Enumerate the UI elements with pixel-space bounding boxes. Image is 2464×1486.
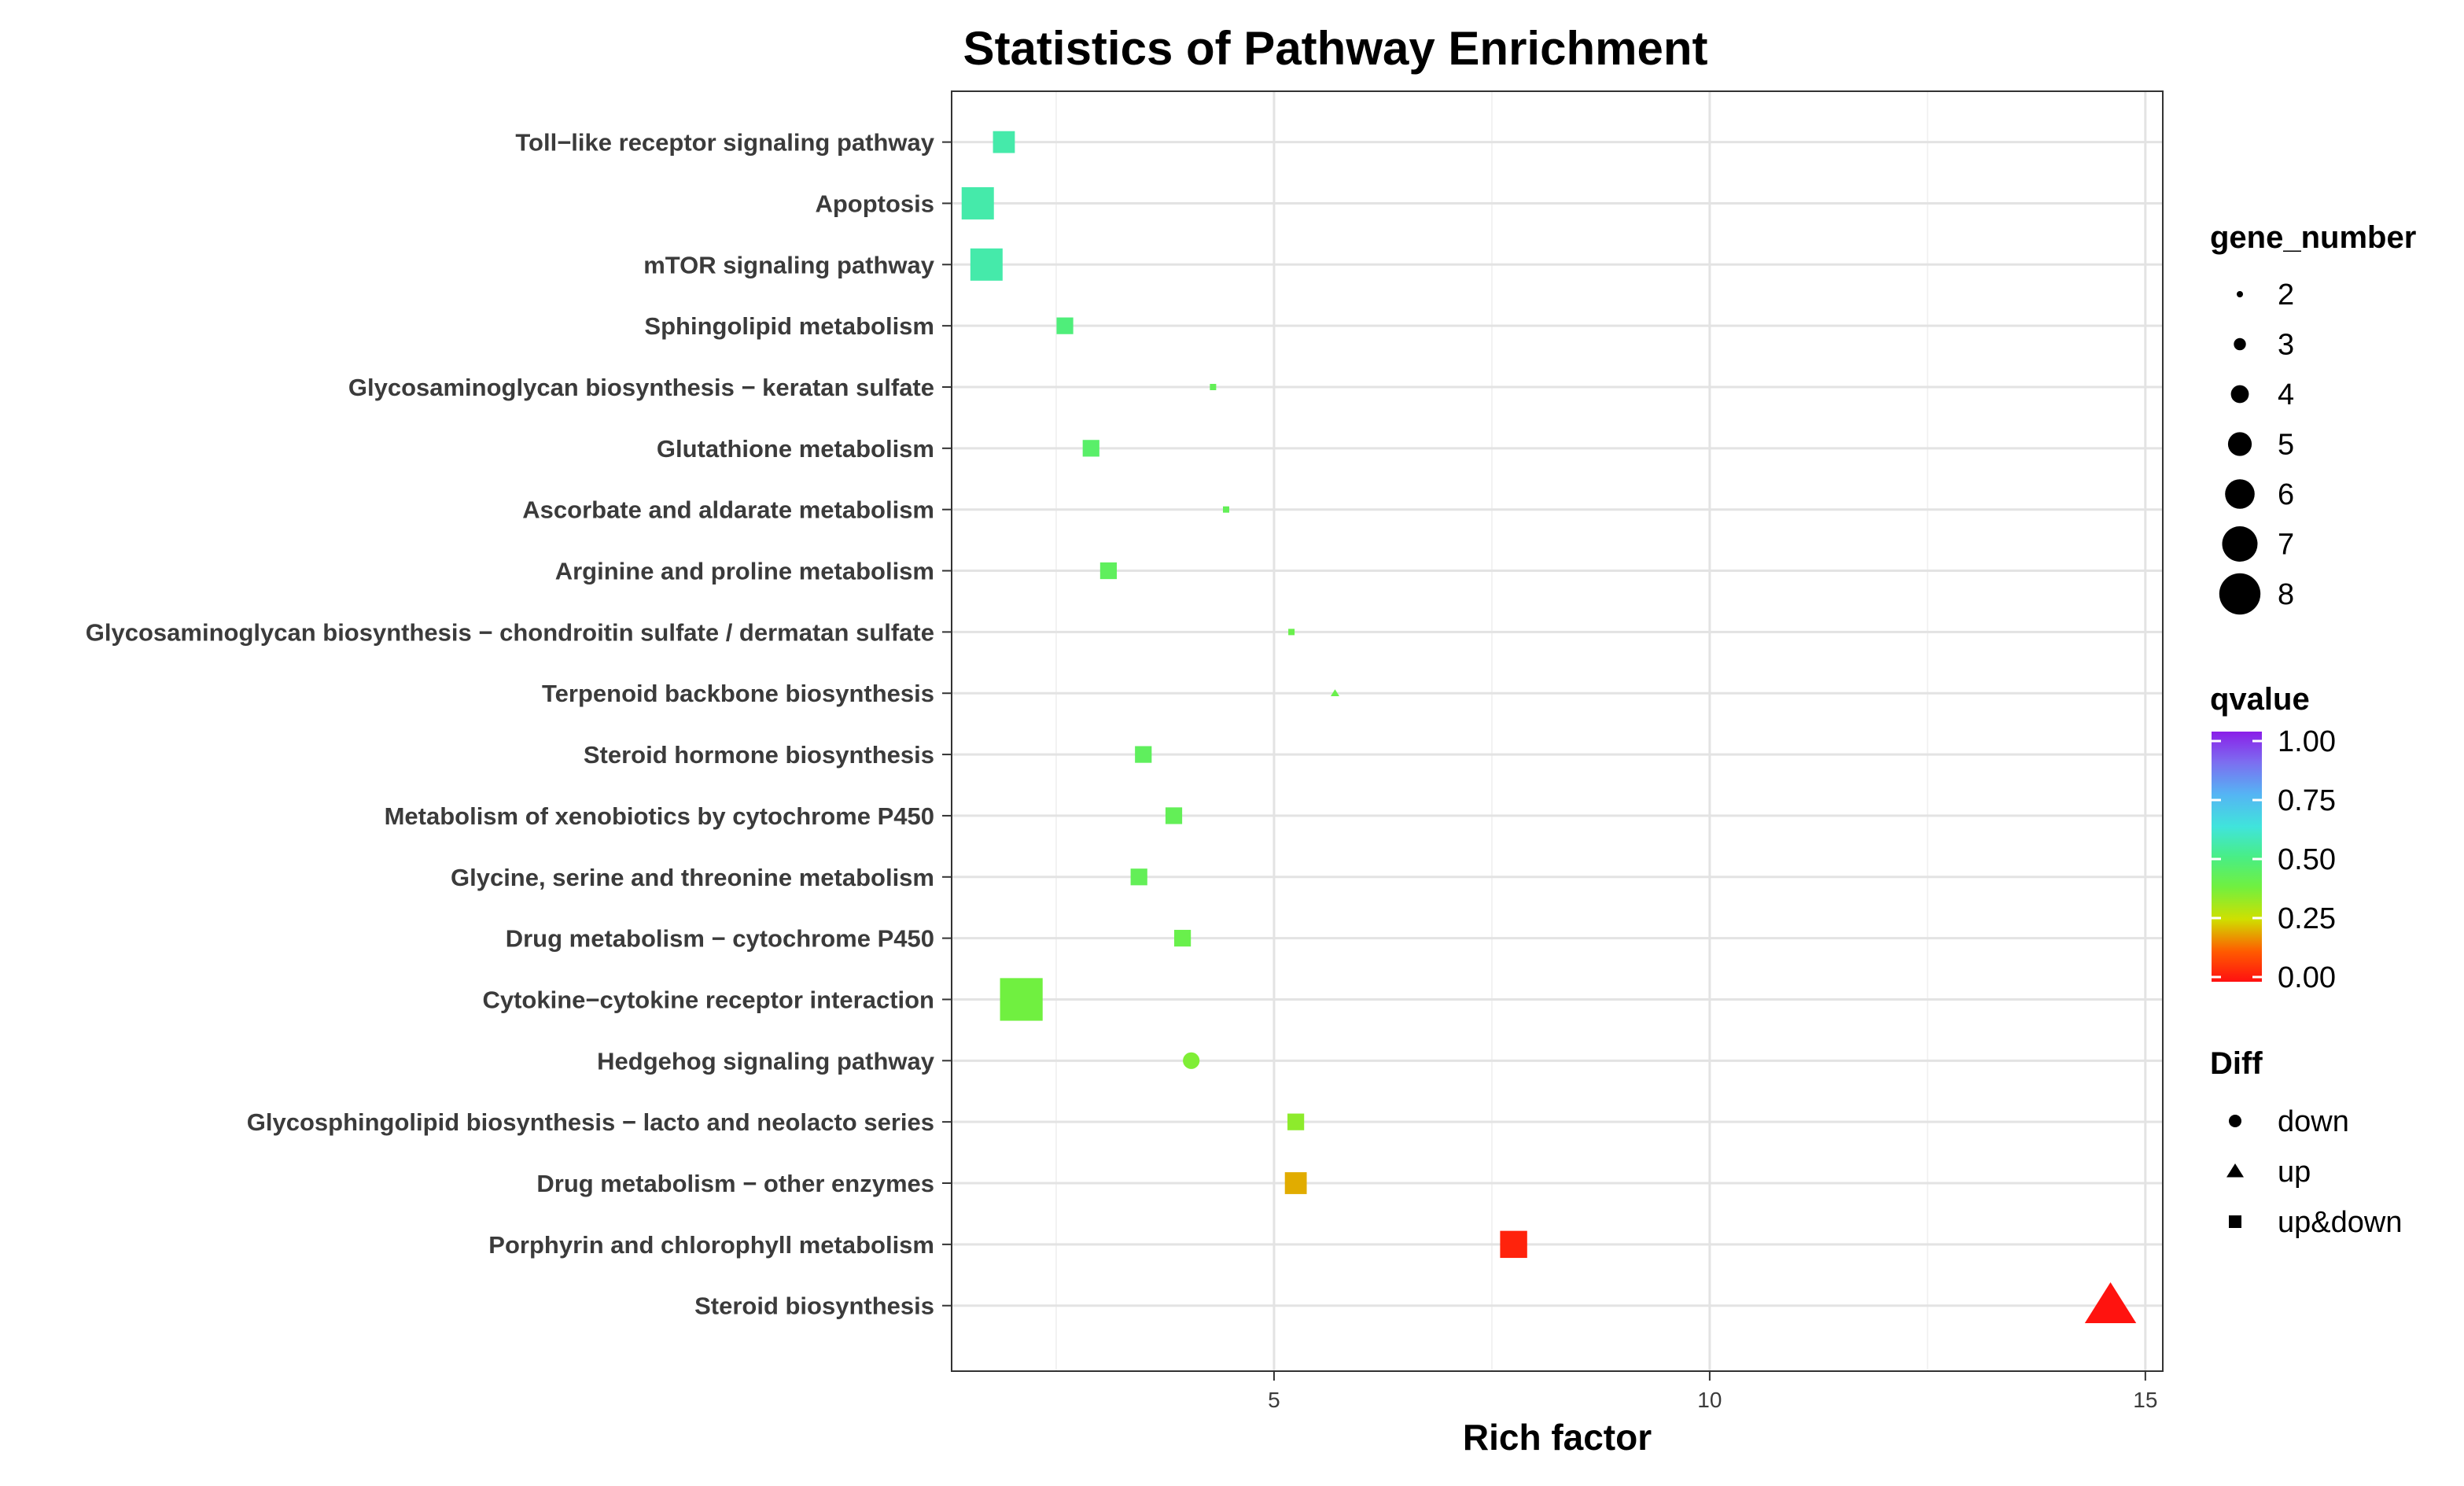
- colorbar-label: 0.75: [2278, 784, 2336, 817]
- y-tick-label: Glycosphingolipid biosynthesis − lacto a…: [247, 1108, 934, 1136]
- plot-panel: [951, 90, 2164, 1372]
- data-point: [1287, 1113, 1305, 1130]
- y-tick-label: Glycine, serine and threonine metabolism: [451, 864, 934, 891]
- shape-legend-symbol: [2229, 1215, 2241, 1228]
- qvalue-colorbar: [2212, 732, 2262, 982]
- shape-legend-label: down: [2278, 1105, 2349, 1138]
- size-legend-label: 6: [2278, 478, 2294, 511]
- data-point: [1330, 689, 1339, 696]
- size-legend-dot: [2225, 479, 2255, 509]
- x-axis-title: Rich factor: [1463, 1417, 1652, 1458]
- shape-legend-symbol: [2226, 1163, 2244, 1178]
- x-axis: 5 10 15: [1268, 1371, 2157, 1412]
- x-tick-label: 5: [1268, 1388, 1280, 1412]
- y-tick-label: Sphingolipid metabolism: [644, 312, 934, 340]
- y-tick-label: Glycosaminoglycan biosynthesis − keratan…: [348, 374, 934, 401]
- gridlines: [952, 91, 2163, 1371]
- legend: gene_number 2 3 4 5 6 7 8 qvalue 1.00 0.75 0.50 0…: [2210, 220, 2416, 1239]
- y-tick-label: Terpenoid backbone biosynthesis: [542, 680, 934, 707]
- size-legend-label: 8: [2278, 578, 2294, 611]
- legend-shape-title: Diff: [2210, 1046, 2263, 1081]
- colorbar-ticks: 1.00 0.75 0.50 0.25 0.00: [2212, 725, 2336, 994]
- data-point: [1099, 562, 1118, 580]
- size-legend-dot: [2230, 385, 2249, 404]
- y-tick-label: Apoptosis: [815, 190, 934, 217]
- data-point: [961, 186, 994, 219]
- y-tick-label: Steroid hormone biosynthesis: [584, 741, 934, 769]
- y-tick-label: Cytokine−cytokine receptor interaction: [482, 986, 934, 1013]
- size-legend-dot: [2237, 291, 2243, 297]
- data-point: [1500, 1230, 1527, 1259]
- size-legend-label: 4: [2278, 378, 2294, 411]
- size-legend-label: 7: [2278, 529, 2294, 562]
- legend-size-title: gene_number: [2210, 220, 2416, 255]
- data-point: [1173, 930, 1191, 947]
- y-tick-label: Glutathione metabolism: [657, 435, 934, 463]
- y-tick-label: Porphyrin and chlorophyll metabolism: [488, 1231, 934, 1259]
- y-tick-label: Steroid biosynthesis: [694, 1292, 934, 1320]
- size-legend-dot: [2222, 526, 2258, 562]
- y-axis-labels: Toll−like receptor signaling pathway Apop…: [86, 129, 952, 1320]
- x-tick-label: 10: [1697, 1388, 1722, 1412]
- size-legend-label: 3: [2278, 329, 2294, 362]
- y-tick-label: Glycosaminoglycan biosynthesis − chondro…: [86, 618, 934, 646]
- data-point: [1210, 384, 1217, 391]
- y-tick-label: Hedgehog signaling pathway: [597, 1047, 935, 1075]
- y-tick-label: Ascorbate and aldarate metabolism: [522, 496, 934, 524]
- data-point: [1284, 1172, 1307, 1194]
- y-tick-label: Toll−like receptor signaling pathway: [515, 129, 934, 157]
- shape-legend-entries: down up up&down: [2226, 1105, 2402, 1239]
- colorbar-label: 0.25: [2278, 902, 2336, 935]
- data-point: [1082, 440, 1099, 457]
- legend-color-title: qvalue: [2210, 682, 2310, 717]
- shape-legend-label: up: [2278, 1156, 2311, 1189]
- data-point: [1135, 746, 1152, 763]
- plot-background: [952, 91, 2163, 1371]
- data-point: [1000, 978, 1043, 1021]
- data-point: [970, 248, 1003, 281]
- colorbar-label: 0.00: [2278, 961, 2336, 994]
- data-point: [1288, 629, 1295, 636]
- chart-title: Statistics of Pathway Enrichment: [963, 22, 1708, 75]
- y-tick-label: Drug metabolism − cytochrome P450: [506, 925, 934, 953]
- size-legend-dot: [2219, 573, 2261, 615]
- data-point: [1183, 1052, 1200, 1069]
- shape-legend-label: up&down: [2278, 1206, 2402, 1239]
- y-tick-label: mTOR signaling pathway: [643, 251, 935, 278]
- y-tick-label: Drug metabolism − other enzymes: [536, 1170, 934, 1197]
- size-legend-dot: [2227, 432, 2252, 456]
- colorbar-label: 0.50: [2278, 843, 2336, 876]
- colorbar-label: 1.00: [2278, 725, 2336, 758]
- shape-legend-symbol: [2229, 1115, 2241, 1127]
- x-tick-label: 15: [2133, 1388, 2157, 1412]
- plot-border: [951, 90, 2164, 1372]
- data-point: [993, 131, 1015, 153]
- data-point: [1130, 868, 1147, 886]
- data-point: [1165, 807, 1183, 824]
- data-point: [2084, 1281, 2137, 1324]
- data-point: [1222, 506, 1229, 513]
- y-tick-label: Arginine and proline metabolism: [555, 558, 934, 585]
- data-points: [961, 131, 2137, 1324]
- size-legend-dot: [2234, 337, 2246, 351]
- data-point: [1056, 317, 1074, 334]
- size-legend-entries: 2 3 4 5 6 7 8: [2219, 278, 2294, 615]
- size-legend-label: 2: [2278, 278, 2294, 312]
- y-tick-label: Metabolism of xenobiotics by cytochrome …: [385, 802, 934, 830]
- size-legend-label: 5: [2278, 429, 2294, 462]
